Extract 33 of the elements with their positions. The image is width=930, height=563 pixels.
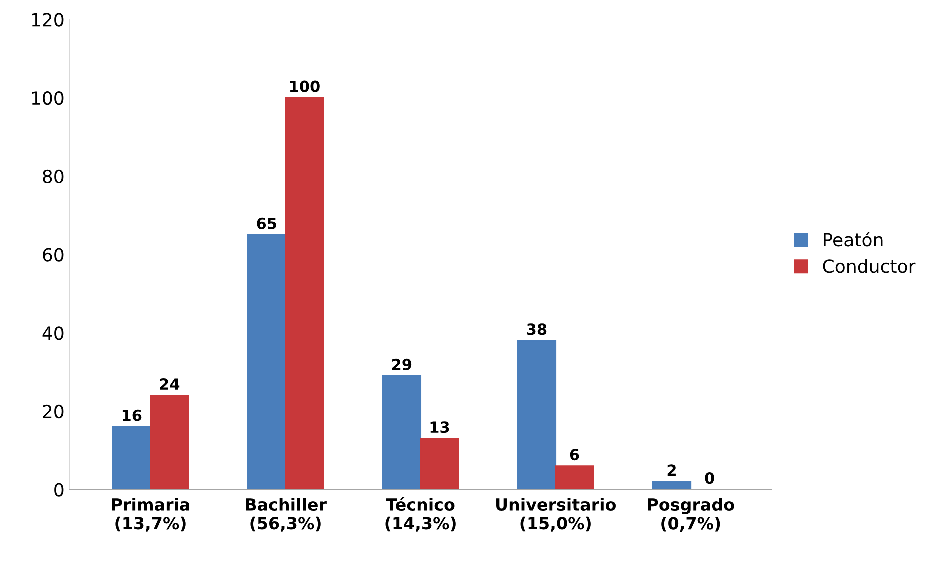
bar <box>382 376 422 490</box>
bar <box>150 395 190 490</box>
bar <box>420 438 460 490</box>
bar <box>555 466 594 490</box>
bar <box>517 340 557 490</box>
y-tick-label: 40 <box>42 326 64 340</box>
data-label: 24 <box>160 378 180 390</box>
data-label: 29 <box>392 358 412 370</box>
data-label: 38 <box>527 324 547 336</box>
x-tick-label: Primaria (13,7%) <box>112 498 190 532</box>
y-tick-label: 20 <box>43 404 64 419</box>
bar <box>652 481 692 490</box>
y-tick-label: 60 <box>43 248 64 262</box>
legend-label: Peatón <box>824 232 883 247</box>
data-label: 6 <box>570 449 580 461</box>
legend-label: Conductor <box>823 259 916 274</box>
x-tick-label: Técnico (14,3%) <box>386 497 456 532</box>
data-label: 100 <box>290 80 320 92</box>
data-label: 0 <box>705 472 714 484</box>
bar <box>285 97 324 490</box>
bar <box>112 426 152 490</box>
y-tick-label: 120 <box>32 13 64 27</box>
y-tick-label: 80 <box>43 170 64 184</box>
x-tick-label: Universitario (15,0%) <box>496 498 616 532</box>
data-label: 13 <box>430 422 450 434</box>
y-tick-label: 100 <box>32 92 64 106</box>
x-tick-label: Posgrado (0,7%) <box>648 498 734 532</box>
data-label: 2 <box>668 464 676 476</box>
x-tick-label: Bachiller (56,3%) <box>246 498 327 532</box>
y-tick-label: 0 <box>54 483 64 497</box>
data-label: 16 <box>122 410 142 422</box>
data-label: 65 <box>257 218 276 230</box>
bar <box>247 234 286 490</box>
